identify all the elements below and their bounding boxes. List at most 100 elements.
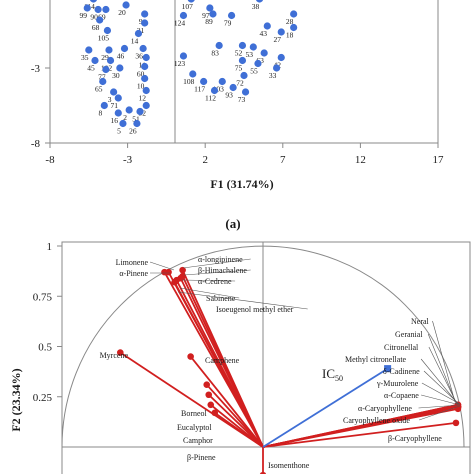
score-point [100,101,108,110]
score-point-label: 105 [98,34,110,43]
score-point-label: 45 [87,64,95,73]
score-point-label: 12 [138,94,146,103]
circle-y-tick-label: 1 [47,241,53,253]
score-point [238,41,247,50]
score-point [141,10,149,18]
panel-a-y-tick-label: -3 [31,63,41,75]
score-point [102,65,110,74]
score-point-label: 3 [108,95,112,104]
score-point-label: 123 [174,59,186,68]
loading-label: β-Caryophyllene [388,434,442,443]
score-point-label: 43 [260,29,268,38]
score-point-label: 16 [111,116,119,125]
score-point [91,56,99,65]
label-leader-line [182,258,251,269]
ic50-label: IC50 [322,366,343,383]
panel-a-x-tick-label: 2 [202,154,208,166]
label-leader-line [423,370,460,405]
score-point-label: 65 [95,85,103,94]
loading-label: Camphene [205,356,240,365]
score-point-label: 36 [135,52,143,61]
panel-a-label: (a) [225,216,240,231]
score-point-label: 103 [213,85,225,94]
score-point-label: 2 [123,113,127,122]
score-point [277,28,285,36]
circle-panel-y-axis-title: F2 (23.34%) [9,368,23,431]
loading-point [116,349,124,356]
score-point-label: 60 [137,70,145,79]
loading-label: Eucalyptol [177,423,212,432]
loading-vector [262,367,389,448]
ic50-marker [384,365,392,373]
label-leader-line [418,404,461,409]
score-point-label: 68 [92,23,100,32]
label-leader-line [428,346,458,405]
panel-a-frame [49,0,439,144]
score-point [142,101,150,110]
score-point-label: 20 [118,8,126,17]
score-point-label: 79 [224,19,232,28]
score-point [142,53,150,62]
score-point [141,19,149,27]
loading-point [452,419,460,427]
score-point [290,23,298,32]
loading-point [187,353,194,360]
loading-label: β-Himachalene [198,266,247,275]
loading-vector [173,281,264,448]
score-point [179,52,188,60]
panel-a-x-tick-label: 12 [355,154,366,166]
loading-point [259,471,267,474]
label-leader-line [177,291,308,310]
score-point-label: 107 [182,2,194,11]
loading-label: δ-Cadinene [383,367,420,376]
score-point-label: 117 [194,85,205,94]
score-point [134,29,143,38]
score-point-label: 63 [256,56,264,65]
panel-a-y-tick-label: -8 [31,138,41,150]
loading-point [211,409,219,417]
loading-point [179,266,186,274]
score-point [139,44,147,53]
score-point-label: 77 [98,73,106,82]
score-point [136,107,144,116]
score-point-label: 55 [250,67,258,76]
loading-point [205,391,213,399]
score-point [256,0,263,3]
score-point [89,0,97,3]
score-point [241,88,250,96]
circle-y-tick-label: 0.75 [33,291,53,303]
loading-label: γ-Muurolene [376,379,419,388]
score-point-label: 83 [211,49,219,58]
loading-point [207,401,215,409]
score-point-label: 28 [286,17,294,26]
score-point-label: 5 [117,127,121,136]
score-point [99,77,107,86]
score-point [120,44,129,53]
score-point-label: 112 [205,94,216,103]
panel-a-x-tick-label: -8 [45,154,55,166]
label-leader-line [420,358,459,405]
score-point-label: 97 [202,11,210,20]
score-point [133,119,141,128]
score-point [187,0,195,3]
score-point-label: 52 [235,49,243,58]
score-point-label: 30 [112,71,120,80]
score-point [103,26,112,35]
label-leader-line [432,320,456,403]
loading-point [161,268,168,276]
label-leader-line [421,394,461,406]
loading-label: Isoeugenol methyl ether [216,305,294,314]
score-point-label: 108 [183,77,195,86]
score-point [189,70,197,78]
score-point [142,86,150,95]
score-point-label: 33 [269,71,277,80]
score-point [110,88,118,96]
score-point-label: 99 [79,11,87,20]
label-leader-line [419,405,461,421]
score-point [238,56,247,65]
score-point-label: 26 [129,127,137,136]
loading-vector [262,407,459,448]
score-point-label: 89 [205,17,213,26]
score-point-label: 18 [286,31,294,40]
score-point [229,83,237,92]
